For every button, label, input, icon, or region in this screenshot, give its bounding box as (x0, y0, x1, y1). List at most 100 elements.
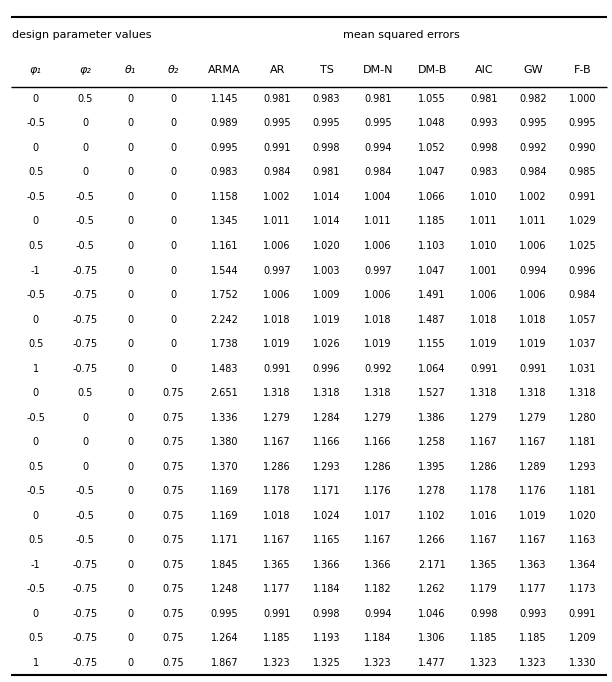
Text: 1.185: 1.185 (418, 216, 446, 226)
Text: -0.75: -0.75 (72, 364, 97, 374)
Text: 1.167: 1.167 (263, 535, 291, 546)
Text: 0: 0 (127, 241, 133, 251)
Text: 1.752: 1.752 (211, 290, 239, 300)
Text: 1.318: 1.318 (364, 388, 392, 398)
Text: 0: 0 (127, 265, 133, 276)
Text: 0: 0 (127, 94, 133, 104)
Text: 1.185: 1.185 (519, 634, 547, 643)
Text: 1.004: 1.004 (364, 192, 392, 202)
Text: 1.167: 1.167 (470, 437, 498, 447)
Text: φ₁: φ₁ (30, 65, 42, 74)
Text: 1.011: 1.011 (520, 216, 547, 226)
Text: -0.75: -0.75 (72, 290, 97, 300)
Text: 1.047: 1.047 (418, 265, 446, 276)
Text: 0.995: 0.995 (519, 119, 547, 128)
Text: 1.169: 1.169 (211, 486, 238, 496)
Text: 1.014: 1.014 (313, 216, 340, 226)
Text: 0: 0 (171, 241, 177, 251)
Text: 1.019: 1.019 (520, 339, 547, 349)
Text: 1.248: 1.248 (211, 584, 238, 594)
Text: 0.75: 0.75 (163, 388, 184, 398)
Text: 0.75: 0.75 (163, 560, 184, 570)
Text: 1.006: 1.006 (263, 290, 291, 300)
Text: 0.5: 0.5 (77, 388, 93, 398)
Text: 1.483: 1.483 (211, 364, 238, 374)
Text: 1.167: 1.167 (519, 437, 547, 447)
Text: 1.181: 1.181 (569, 486, 596, 496)
Text: 1.018: 1.018 (520, 314, 547, 325)
Text: 0.75: 0.75 (163, 584, 184, 594)
Text: 1.386: 1.386 (419, 413, 446, 423)
Text: 0.984: 0.984 (364, 168, 392, 177)
Text: 1.006: 1.006 (263, 241, 291, 251)
Text: 1.163: 1.163 (569, 535, 596, 546)
Text: 2.171: 2.171 (418, 560, 446, 570)
Text: 1.173: 1.173 (569, 584, 596, 594)
Text: 1.055: 1.055 (418, 94, 446, 104)
Text: -0.75: -0.75 (72, 584, 97, 594)
Text: 0.983: 0.983 (313, 94, 340, 104)
Text: 0.995: 0.995 (364, 119, 392, 128)
Text: 1.011: 1.011 (364, 216, 392, 226)
Text: 0.992: 0.992 (519, 143, 547, 153)
Text: 1.330: 1.330 (569, 658, 596, 668)
Text: 1.179: 1.179 (470, 584, 498, 594)
Text: 1.286: 1.286 (263, 462, 291, 472)
Text: 1.020: 1.020 (313, 241, 340, 251)
Text: -0.5: -0.5 (76, 192, 94, 202)
Text: 1.279: 1.279 (364, 413, 392, 423)
Text: 1.323: 1.323 (519, 658, 547, 668)
Text: 0: 0 (171, 339, 177, 349)
Text: -0.5: -0.5 (76, 241, 94, 251)
Text: 0.75: 0.75 (163, 511, 184, 521)
Text: 1.177: 1.177 (519, 584, 547, 594)
Text: 0.991: 0.991 (263, 143, 291, 153)
Text: 1.284: 1.284 (313, 413, 340, 423)
Text: 1.010: 1.010 (470, 241, 498, 251)
Text: 1.000: 1.000 (569, 94, 596, 104)
Text: 0.995: 0.995 (263, 119, 291, 128)
Text: 0: 0 (127, 535, 133, 546)
Text: -0.75: -0.75 (72, 658, 97, 668)
Text: 1.336: 1.336 (211, 413, 238, 423)
Text: 0.5: 0.5 (28, 339, 43, 349)
Text: 0: 0 (82, 143, 88, 153)
Text: 1.366: 1.366 (313, 560, 340, 570)
Text: θ₂: θ₂ (168, 65, 179, 74)
Text: 0.5: 0.5 (28, 241, 43, 251)
Text: 1.167: 1.167 (263, 437, 291, 447)
Text: 0.991: 0.991 (263, 364, 291, 374)
Text: 1.002: 1.002 (263, 192, 291, 202)
Text: 2.242: 2.242 (211, 314, 239, 325)
Text: 0: 0 (32, 94, 39, 104)
Text: 0: 0 (171, 143, 177, 153)
Text: 1.020: 1.020 (569, 511, 596, 521)
Text: 0: 0 (32, 314, 39, 325)
Text: 1.266: 1.266 (418, 535, 446, 546)
Text: 1.066: 1.066 (419, 192, 446, 202)
Text: -1: -1 (31, 265, 40, 276)
Text: 1.006: 1.006 (520, 241, 547, 251)
Text: 1.161: 1.161 (211, 241, 238, 251)
Text: DM-N: DM-N (363, 65, 394, 74)
Text: 1.166: 1.166 (364, 437, 392, 447)
Text: -0.5: -0.5 (26, 290, 45, 300)
Text: 0: 0 (82, 119, 88, 128)
Text: 1.366: 1.366 (364, 560, 392, 570)
Text: -0.5: -0.5 (76, 511, 94, 521)
Text: 1.323: 1.323 (470, 658, 498, 668)
Text: 1: 1 (32, 658, 39, 668)
Text: 0.998: 0.998 (470, 143, 498, 153)
Text: 0: 0 (127, 437, 133, 447)
Text: 0: 0 (171, 119, 177, 128)
Text: 2.651: 2.651 (211, 388, 239, 398)
Text: 0.991: 0.991 (470, 364, 498, 374)
Text: 0: 0 (127, 658, 133, 668)
Text: 1.019: 1.019 (520, 511, 547, 521)
Text: 0: 0 (127, 143, 133, 153)
Text: 1.477: 1.477 (418, 658, 446, 668)
Text: 1.002: 1.002 (519, 192, 547, 202)
Text: 1.019: 1.019 (364, 339, 392, 349)
Text: -0.5: -0.5 (26, 584, 45, 594)
Text: 0: 0 (127, 388, 133, 398)
